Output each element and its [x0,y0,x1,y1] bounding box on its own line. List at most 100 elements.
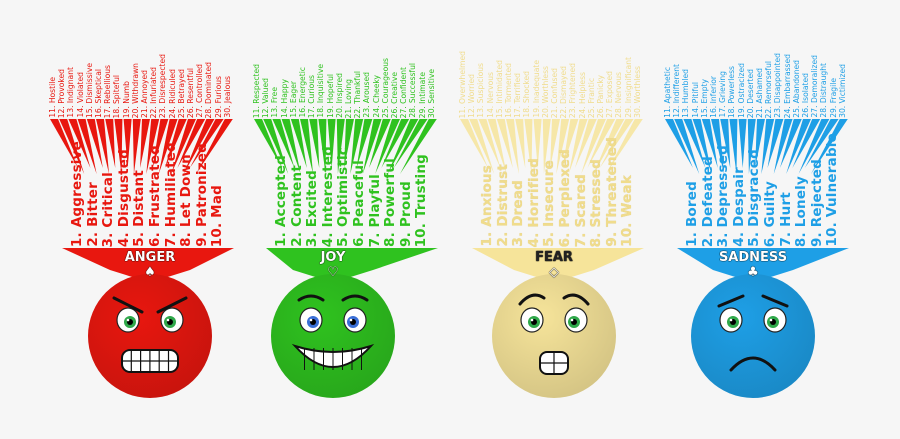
sadness-secondary-wedge [729,119,738,174]
fear-secondary-wedge [460,119,488,168]
sadness-secondary-word: 20. Deserted [745,68,755,118]
sadness-secondary-wedge [804,119,839,168]
fear-secondary-wedge [587,119,616,168]
joy-secondary-wedge [387,119,419,174]
anger-secondary-wedge [50,119,78,168]
sadness-secondary-wedge [773,119,793,174]
anger-secondary-wedge [77,119,97,174]
sadness-secondary-wedge [779,119,802,168]
anger-banner [62,248,234,280]
sadness-primary-word: 6. Guilty [762,180,778,247]
sadness-primary-word: 2. Defeated [699,155,716,247]
sadness-label: SADNESS [718,250,788,265]
sadness-secondary-wedge [692,119,712,174]
sadness-primary-word: 7. Hurt [777,192,794,247]
diamond-icon: ◇ [549,265,559,280]
joy-secondary-wedge [362,119,382,174]
joy-secondary-wedge [263,119,289,174]
sadness-secondary-word: 12. Indifferent [672,64,682,118]
fear-secondary-wedge [469,119,495,174]
fear-secondary-wedge [599,119,634,168]
anger-secondary-wedge [105,119,116,168]
anger-secondary-wedge [123,119,132,168]
sadness-secondary-wedge [701,119,718,168]
joy-secondary-wedge [281,119,301,174]
joy-secondary-wedge [300,119,314,174]
sadness-secondary-word: 14. Pitiful [690,82,700,118]
fear-secondary-wedge [550,119,560,168]
sadness-secondary-wedge [767,119,784,168]
fear-secondary-wedge [606,119,643,174]
sadness-secondary-word: 28. Distraught [819,63,829,118]
anger-secondary-wedge [177,119,206,168]
anger-secondary-wedge [59,119,85,174]
sadness-secondary-wedge [786,119,811,174]
joy-secondary-wedge [336,119,345,174]
fear-secondary-wedge [496,119,513,168]
joy-secondary-wedge [381,119,410,168]
sadness-secondary-word: 15. Empty [699,79,709,118]
fear-secondary-wedge [562,119,579,168]
fear-secondary-wedge [487,119,507,174]
joy-secondary-wedge [309,119,320,168]
joy-secondary-wedge [368,119,391,168]
fear-secondary-wedge [581,119,606,174]
anger-secondary-wedge [196,119,233,174]
sadness-secondary-word: 30. Victimized [837,64,847,118]
fear-banner [472,248,644,280]
sadness-secondary-wedge [711,119,725,174]
anger-secondary-wedge [140,119,150,168]
sadness-primary-word: 4. Despair [730,167,747,247]
anger-secondary-wedge [132,119,141,174]
joy-secondary-wedge [356,119,373,168]
sadness-secondary-word: 19. Ostracized [736,63,746,118]
sadness-primary-word: 1. Bored [684,181,700,247]
joy-face [271,274,395,398]
heart-icon: ♡ [327,265,339,280]
fear-secondary-wedge [506,119,520,174]
fear-secondary-wedge [568,119,588,174]
sadness-secondary-word: 29. Fragile [828,78,838,118]
joy-secondary-wedge [375,119,400,174]
joy-banner [266,248,438,280]
joy-secondary-wedge [350,119,364,174]
fear-secondary-wedge [542,119,551,174]
sadness-secondary-word: 26. Isolated [801,73,810,118]
joy-secondary-wedge [327,119,336,168]
sadness-secondary-wedge [811,119,848,174]
sadness-face [691,274,815,398]
anger-label: ANGER [124,250,176,265]
anger-secondary-wedge [189,119,224,168]
anger-secondary-wedge [86,119,103,168]
joy-secondary-wedge [254,119,282,168]
joy-secondary-wedge [393,119,428,168]
anger-face [88,274,212,398]
anger-secondary-wedge [96,119,110,174]
sadness-secondary-wedge [738,119,747,168]
sadness-primary-word: 3. Depressed [715,144,732,247]
fear-secondary-wedge [574,119,597,168]
fear-secondary-wedge [556,119,570,174]
joy-secondary-wedge [318,119,327,174]
sadness-secondary-wedge [683,119,706,168]
fear-secondary-wedge [593,119,625,174]
sadness-secondary-word: 11. Apathetic [663,67,672,118]
anger-secondary-wedge [114,119,123,174]
sadness-secondary-wedge [798,119,830,174]
fear-secondary-wedge [524,119,533,174]
anger-secondary-wedge [152,119,169,168]
sadness-secondary-word: 25. Abandoned [791,60,801,118]
sadness-primary-word: 5. Disgraced [746,149,763,247]
fear-secondary-wedge [478,119,501,168]
fear-secondary-wedge [515,119,526,168]
sadness-secondary-wedge [792,119,821,168]
anger-secondary-wedge [183,119,215,174]
joy-secondary-wedge [290,119,307,168]
sadness-secondary-wedge [747,119,756,174]
spade-icon: ♠ [144,265,156,280]
anger-secondary-wedge [68,119,91,168]
